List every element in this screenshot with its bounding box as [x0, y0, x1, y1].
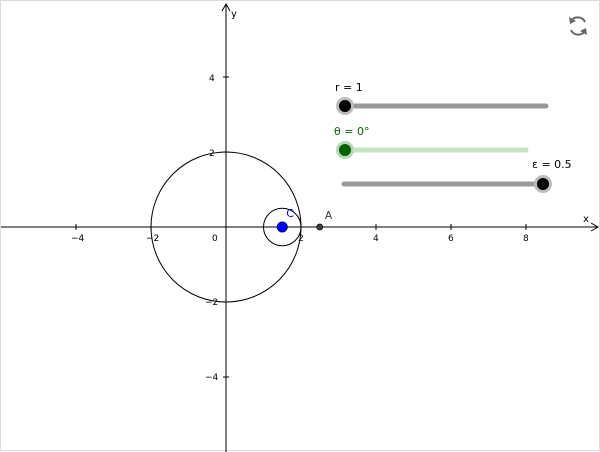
x-tick-label-6: 6	[448, 234, 454, 244]
point-a-label: A	[325, 209, 333, 222]
slider-epsilon-knob[interactable]	[537, 178, 549, 190]
slider-r-label: r = 1	[335, 81, 363, 94]
reset-icon	[565, 13, 591, 39]
x-tick-label-neg4: −4	[71, 234, 85, 244]
y-tick-label-neg4: −4	[205, 373, 219, 383]
slider-epsilon[interactable]: ε = 0.5	[344, 158, 572, 193]
x-axis-label: x	[583, 214, 589, 225]
slider-theta-label: θ = 0°	[334, 125, 369, 138]
point-a[interactable]	[317, 224, 323, 230]
slider-r[interactable]: r = 1	[335, 81, 546, 115]
y-axis-label: y	[231, 9, 237, 20]
x-tick-label-0: 0	[212, 234, 218, 244]
slider-epsilon-label: ε = 0.5	[532, 158, 572, 171]
x-tick-label-4: 4	[373, 234, 379, 244]
point-c-label: C	[286, 207, 294, 220]
x-tick-label-8: 8	[523, 234, 529, 244]
slider-r-knob[interactable]	[339, 100, 351, 112]
point-c[interactable]	[277, 222, 287, 232]
slider-theta[interactable]: θ = 0°	[334, 125, 526, 159]
y-tick-label-4: 4	[209, 74, 215, 84]
slider-theta-knob[interactable]	[339, 144, 351, 156]
reset-button[interactable]	[565, 13, 591, 39]
